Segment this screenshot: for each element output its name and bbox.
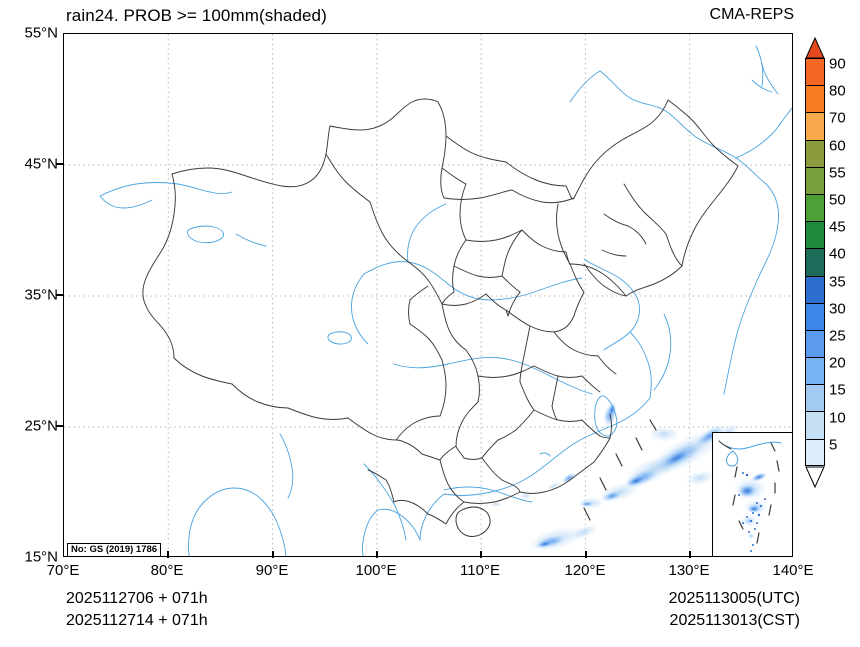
x-tick-80: 80°E	[150, 562, 184, 579]
model-tag: CMA-REPS	[709, 6, 794, 23]
colorbar-over-arrow	[805, 37, 825, 59]
colorbar-bands	[805, 58, 825, 466]
y-tick-15: 15°N	[24, 548, 58, 566]
y-axis: 55°N 45°N 35°N 25°N 15°N	[0, 0, 58, 647]
colorbar-tick-50: 50	[829, 191, 846, 209]
colorbar-band-40-45	[805, 248, 825, 276]
x-tick-120: 120°E	[564, 562, 606, 579]
colorbar-band-60-70	[805, 139, 825, 167]
colorbar-band-70-80	[805, 112, 825, 140]
x-axis: 70°E 80°E 90°E 100°E 110°E 120°E 130°E 1…	[0, 562, 860, 588]
map-canvas	[64, 34, 792, 556]
footer-valid-utc: 2025113005(UTC)	[668, 590, 800, 607]
colorbar-tick-80: 80	[829, 82, 846, 100]
colorbar-tick-70: 70	[829, 109, 846, 127]
x-tick-90: 90°E	[255, 562, 289, 579]
inset-vector-layer	[718, 440, 782, 552]
map-attribution: No: GS (2019) 1786	[67, 543, 162, 556]
colorbar-tick-5: 5	[829, 436, 838, 454]
coastline-river-layer	[99, 45, 792, 556]
colorbar-band-45-50	[805, 221, 825, 249]
colorbar-under-arrow	[805, 466, 825, 488]
colorbar-band-55-60	[805, 166, 825, 194]
colorbar-band-20-25	[805, 357, 825, 385]
colorbar-band-80-90	[805, 85, 825, 113]
y-tick-35: 35°N	[24, 286, 58, 304]
administrative-border-layer	[142, 98, 739, 537]
colorbar-tick-90: 90	[829, 55, 846, 73]
footer-init-cst: 2025112714 + 071h	[66, 612, 208, 629]
colorbar-tick-40: 40	[829, 245, 846, 263]
colorbar-band-10-15	[805, 411, 825, 439]
x-tick-70: 70°E	[46, 562, 80, 579]
colorbar-tick-45: 45	[829, 218, 846, 236]
map-plot-area: No: GS (2019) 1786	[63, 33, 793, 557]
colorbar-tick-30: 30	[829, 300, 846, 318]
y-tick-45: 45°N	[24, 155, 58, 173]
colorbar-band-35-40	[805, 275, 825, 303]
colorbar-tick-20: 20	[829, 354, 846, 372]
x-tick-110: 110°E	[460, 562, 500, 579]
colorbar-band-90-100	[805, 58, 825, 86]
colorbar-tick-35: 35	[829, 273, 846, 291]
colorbar-tick-55: 55	[829, 164, 846, 182]
map-vector-layer	[64, 34, 792, 556]
gridlines	[64, 34, 792, 556]
y-tick-55: 55°N	[24, 24, 58, 42]
colorbar-band-50-55	[805, 193, 825, 222]
x-tick-130: 130°E	[668, 562, 710, 579]
colorbar-tick-25: 25	[829, 327, 846, 345]
south-china-sea-inset	[712, 432, 792, 556]
colorbar-band-30-35	[805, 302, 825, 330]
colorbar-band-15-20	[805, 384, 825, 412]
colorbar-band-5-10	[805, 438, 825, 466]
page-title: rain24. PROB >= 100mm(shaded)	[66, 6, 327, 25]
footer: 2025112706 + 071h 2025112714 + 071h 2025…	[0, 590, 860, 642]
footer-valid-cst: 2025113013(CST)	[669, 612, 800, 629]
x-tick-100: 100°E	[355, 562, 397, 579]
colorbar-tick-15: 15	[829, 381, 846, 399]
colorbar-tick-60: 60	[829, 137, 846, 155]
x-tick-140: 140°E	[772, 562, 814, 579]
colorbar-band-25-30	[805, 329, 825, 358]
y-tick-25: 25°N	[24, 417, 58, 435]
footer-init-utc: 2025112706 + 071h	[66, 590, 208, 607]
colorbar-tick-10: 10	[829, 409, 846, 427]
